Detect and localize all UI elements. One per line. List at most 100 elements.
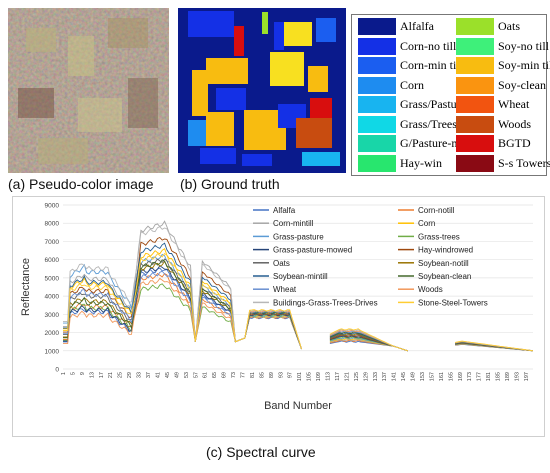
series-legend-label: Woods: [418, 285, 443, 294]
x-tick-label: 141: [392, 372, 398, 381]
x-tick-label: 85: [259, 372, 265, 378]
spectral-curve-chart-frame: 0 1000 2000 3000 4000 5000 6000 7000 8000 9000 1 5 9…: [12, 196, 545, 437]
x-tick-label: 129: [363, 372, 369, 381]
class-legend-label: Corn-no till: [400, 38, 457, 53]
class-legend-item: Alfalfa: [358, 18, 434, 35]
series-legend-label: Soybean-notill: [418, 259, 469, 268]
x-tick-label: 25: [118, 372, 124, 378]
x-tick-label: 161: [439, 372, 445, 381]
y-tick-label: 0: [55, 367, 59, 374]
class-color-swatch: [358, 76, 396, 94]
class-legend-item: Hay-win: [358, 154, 442, 172]
x-tick-label: 41: [155, 372, 161, 378]
class-color-swatch: [358, 57, 396, 74]
x-tick-label: 189: [505, 372, 511, 381]
y-tick-label: 5000: [45, 275, 60, 282]
spectral-curve-chart: 0 1000 2000 3000 4000 5000 6000 7000 8000 9000 1 5 9…: [20, 203, 534, 412]
series-legend-label: Corn-mintill: [273, 219, 314, 228]
class-color-swatch: [358, 18, 396, 35]
x-tick-label: 65: [212, 372, 218, 378]
y-tick-label: 8000: [45, 221, 60, 228]
x-tick-label: 157: [429, 372, 435, 381]
class-color-swatch: [456, 96, 494, 113]
class-legend-label: Alfalfa: [400, 19, 434, 33]
class-legend-label: Woods: [498, 116, 532, 131]
series-legend-label: Grass-trees: [418, 232, 460, 241]
y-tick-label: 1000: [45, 348, 60, 355]
x-tick-label: 89: [269, 372, 275, 378]
series-legend-label: Corn: [418, 219, 435, 228]
x-tick-label: 29: [127, 372, 133, 378]
x-tick-label: 145: [401, 372, 407, 381]
class-legend-item: BGTD: [456, 135, 531, 152]
class-legend-label: Soy-clean: [498, 77, 546, 92]
x-tick-label: 13: [89, 372, 95, 378]
y-axis-label: Reflectance: [20, 258, 32, 316]
series-legend-label: Stone-Steel-Towers: [418, 298, 488, 307]
x-tick-label: 77: [240, 372, 246, 378]
class-color-swatch: [456, 76, 494, 94]
class-legend-label: Soy-min till: [498, 58, 550, 72]
y-tick-label: 6000: [45, 257, 60, 264]
x-tick-label: 177: [477, 372, 483, 381]
x-tick-label: 81: [250, 372, 256, 378]
class-legend-label: Wheat: [498, 97, 530, 111]
x-tick-label: 97: [288, 372, 294, 378]
class-legend-label: Soy-no till: [498, 38, 550, 53]
class-legend-item: Soy-min till: [456, 57, 550, 74]
y-tick-label: 2000: [45, 330, 60, 337]
x-tick-label: 133: [373, 372, 379, 381]
pseudo-color-image: [8, 8, 169, 173]
x-tick-label: 69: [222, 372, 228, 378]
x-tick-label: 173: [467, 372, 473, 381]
class-legend-label: Corn: [400, 77, 424, 92]
class-legend-item: S-s Towers: [456, 154, 550, 172]
x-axis-label: Band Number: [264, 400, 332, 412]
x-tick-label: 125: [354, 372, 360, 381]
class-legend-item: Grass/Trees: [358, 115, 457, 133]
class-legend-item: Grass/Pasture: [358, 96, 466, 113]
series-legend-label: Oats: [273, 259, 290, 268]
series-legend-label: Grass-pasture: [273, 232, 324, 241]
class-legend-item: Corn-min till: [358, 57, 463, 74]
x-tick-label: 73: [231, 372, 237, 378]
x-tick-label: 105: [307, 372, 313, 381]
x-tick-label: 33: [137, 372, 143, 378]
spectral-curve-caption: (c) Spectral curve: [206, 444, 316, 460]
class-color-legend: Alfalfa Corn-no till Corn-min till Corn Gras…: [351, 14, 550, 176]
class-color-swatch: [456, 115, 494, 133]
y-tick-label: 3000: [45, 312, 60, 319]
x-tick-label: 53: [184, 372, 190, 378]
series-legend-label: Grass-pasture-mowed: [273, 246, 352, 255]
class-legend-label: BGTD: [498, 136, 531, 150]
class-color-swatch: [358, 154, 396, 172]
x-tick-label: 181: [486, 372, 492, 381]
class-legend-label: S-s Towers: [498, 155, 550, 170]
class-legend-item: Soy-no till: [456, 37, 550, 55]
x-tick-label: 165: [448, 372, 454, 381]
ground-truth-map: [178, 8, 346, 173]
x-tick-label: 153: [420, 372, 426, 381]
class-legend-label: G/Pasture-m: [400, 136, 461, 150]
x-tick-label: 113: [326, 372, 332, 381]
series-legend-label: Wheat: [273, 285, 297, 294]
x-tick-label: 17: [99, 372, 105, 378]
x-tick-label: 37: [146, 372, 152, 378]
x-tick-label: 21: [108, 372, 114, 378]
class-legend-label: Hay-win: [400, 155, 442, 170]
class-color-swatch: [358, 37, 396, 55]
class-color-swatch: [456, 57, 494, 74]
class-color-swatch: [358, 135, 396, 152]
x-tick-label: 5: [70, 372, 76, 375]
class-legend-item: Woods: [456, 115, 532, 133]
series-line: [63, 252, 534, 352]
x-tick-label: 9: [80, 372, 86, 375]
x-tick-label: 57: [193, 372, 199, 378]
x-tick-label: 1: [61, 372, 67, 375]
x-tick-label: 193: [514, 372, 520, 381]
x-tick-label: 197: [524, 372, 530, 381]
class-color-swatch: [456, 154, 494, 172]
class-legend-label: Corn-min till: [400, 58, 463, 72]
series-legend-label: Corn-notill: [418, 206, 455, 215]
